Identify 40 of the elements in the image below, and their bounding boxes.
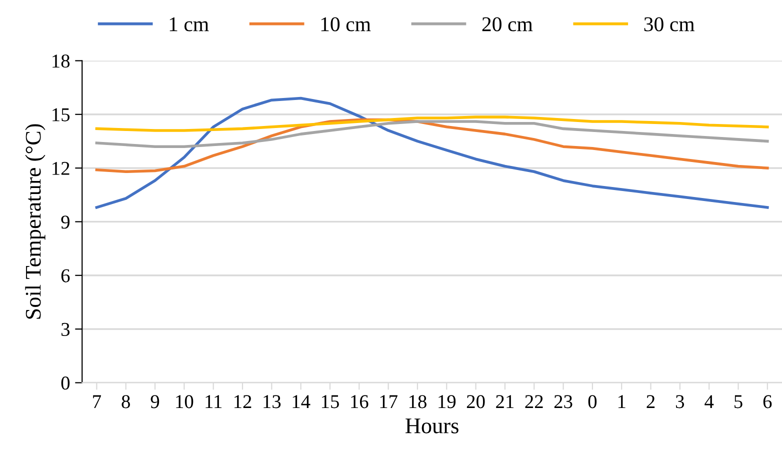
- legend-label: 10 cm: [321, 17, 371, 32]
- x-tick-label: 2: [646, 395, 655, 408]
- x-tick-label: 6: [763, 395, 772, 408]
- x-tick-label: 8: [122, 395, 130, 408]
- x-tick-label: 14: [292, 395, 310, 408]
- line-series: [95, 116, 769, 132]
- x-tick-label: 1: [618, 395, 626, 408]
- x-axis-title: Hours: [406, 418, 458, 434]
- y-tick-label: 3: [62, 322, 70, 336]
- x-tick-label: 18: [409, 395, 426, 408]
- x-tick-label: 0: [588, 395, 597, 408]
- x-tick-label: 16: [351, 395, 368, 408]
- x-tick-label: 4: [704, 395, 714, 408]
- x-tick-label: 17: [380, 395, 398, 408]
- y-tick-label: 0: [61, 376, 70, 390]
- line-series: [95, 120, 769, 148]
- y-tick-label: 9: [61, 216, 70, 229]
- y-axis-title: Soil Temperature (°C): [25, 124, 46, 319]
- x-tick-label: 23: [554, 395, 572, 408]
- legend-label: 1 cm: [170, 17, 209, 32]
- x-tick-label: 12: [234, 395, 252, 408]
- x-tick-label: 9: [150, 395, 160, 408]
- x-tick-label: 10: [176, 395, 194, 408]
- y-tick-label: 12: [52, 162, 70, 175]
- y-tick-label: 6: [61, 269, 70, 282]
- x-tick-label: 22: [525, 395, 543, 408]
- legend-label: 30 cm: [644, 17, 695, 32]
- x-tick-label: 11: [206, 395, 222, 408]
- y-tick-label: 15: [52, 108, 70, 122]
- x-tick-label: 20: [466, 395, 485, 408]
- x-tick-label: 7: [93, 395, 101, 408]
- x-tick-label: 13: [264, 395, 281, 408]
- x-tick-label: 21: [496, 395, 514, 408]
- x-tick-label: 5: [734, 395, 742, 408]
- y-tick-label: 18: [52, 54, 70, 68]
- x-tick-label: 3: [676, 395, 684, 408]
- x-tick-label: 19: [438, 395, 456, 408]
- line-series: [95, 96, 769, 209]
- x-tick-label: 15: [322, 395, 339, 408]
- legend-label: 20 cm: [482, 17, 533, 32]
